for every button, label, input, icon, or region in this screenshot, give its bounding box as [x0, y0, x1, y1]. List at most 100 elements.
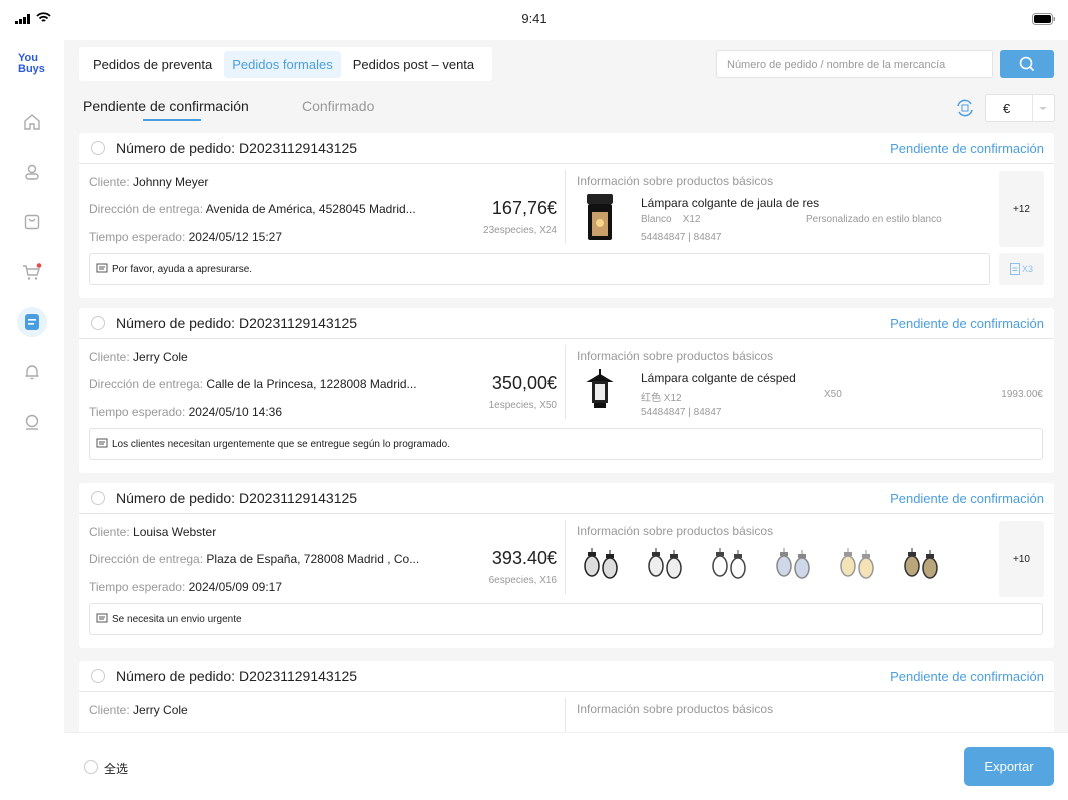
- search-input[interactable]: Número de pedido / nombre de la mercancí…: [716, 50, 993, 78]
- product-name: Lámpara colgante de jaula de res: [641, 196, 820, 210]
- status-badge: Pendiente de confirmación: [890, 140, 1044, 156]
- order-number-label: Número de pedido:: [116, 315, 236, 331]
- client-label: Cliente:: [89, 175, 134, 189]
- product-qty: X12: [682, 214, 701, 225]
- address: Plaza de España, 728008 Madrid , Co...: [206, 552, 420, 566]
- product-thumbnail: [712, 548, 746, 579]
- expected-time: 2024/05/09 09:17: [188, 580, 283, 594]
- cart-icon: [23, 263, 42, 280]
- bell-icon: [25, 365, 39, 380]
- order-count: 1especies, X50: [488, 400, 557, 411]
- tab-post-venta[interactable]: Pedidos post – venta: [352, 56, 475, 72]
- client-label: Cliente:: [89, 525, 134, 539]
- document-icon: [1009, 263, 1020, 275]
- address: Calle de la Princesa, 1228008 Madrid...: [206, 377, 417, 391]
- address-label: Dirección de entrega:: [89, 377, 207, 391]
- order-number: D20231129143125: [238, 490, 358, 506]
- address-label: Dirección de entrega:: [89, 202, 206, 216]
- nav-cart[interactable]: [17, 257, 47, 287]
- order-note: Por favor, ayuda a apresurarse.: [89, 253, 990, 285]
- product-info-label: Información sobre productos básicos: [577, 702, 774, 716]
- order-card: Número de pedido: D20231129143125 Pendien…: [79, 483, 1054, 648]
- product-qty-total: X50: [824, 389, 842, 400]
- product-thumbnail: [584, 548, 618, 579]
- sidebar: You Buys: [0, 40, 64, 800]
- order-note: Los clientes necesitan urgentemente que …: [89, 428, 1043, 460]
- order-card: Número de pedido: D20231129143125 Pendien…: [79, 133, 1054, 298]
- order-checkbox[interactable]: [91, 316, 105, 330]
- product-thumbnail: [904, 548, 938, 579]
- more-products-button[interactable]: +10: [999, 521, 1044, 597]
- order-checkbox[interactable]: [91, 491, 105, 505]
- time-label: Tiempo esperado:: [89, 405, 189, 419]
- tab-pending[interactable]: Pendiente de confirmación: [83, 98, 249, 114]
- status-badge: Pendiente de confirmación: [890, 668, 1044, 684]
- attachments-button[interactable]: X3: [999, 253, 1044, 285]
- order-number: D20231129143125: [238, 140, 358, 156]
- order-number: D20231129143125: [238, 315, 358, 331]
- more-products-button[interactable]: +12: [999, 171, 1044, 247]
- order-price: 393.40€: [491, 548, 557, 568]
- product-color: Blanco: [641, 214, 672, 225]
- order-number-label: Número de pedido:: [116, 140, 236, 156]
- status-bar: 9:41: [0, 0, 1068, 40]
- product-info-label: Información sobre productos básicos: [577, 349, 774, 363]
- nav-orders[interactable]: [17, 307, 47, 337]
- product-qty: X12: [663, 393, 682, 404]
- order-price: 350,00€: [491, 373, 557, 393]
- client-name: Johnny Meyer: [133, 175, 209, 189]
- order-note: Se necesita un envio urgente: [89, 603, 1043, 635]
- product-thumbnail: [840, 548, 874, 579]
- clock: 9:41: [521, 11, 547, 26]
- nav-home[interactable]: [17, 107, 47, 137]
- wifi-icon: [36, 12, 51, 22]
- expected-time: 2024/05/12 15:27: [188, 230, 283, 244]
- comment-icon: [96, 613, 108, 623]
- time-label: Tiempo esperado:: [89, 230, 189, 244]
- user-icon: [25, 164, 39, 180]
- comment-icon: [96, 438, 108, 448]
- client-label: Cliente:: [89, 703, 134, 717]
- nav-user[interactable]: [17, 157, 47, 187]
- nav-bag[interactable]: [17, 207, 47, 237]
- tab-confirmed[interactable]: Confirmado: [302, 98, 375, 114]
- order-number-label: Número de pedido:: [116, 490, 236, 506]
- currency-convert-icon[interactable]: [955, 98, 975, 118]
- order-checkbox[interactable]: [91, 141, 105, 155]
- select-all-checkbox[interactable]: [84, 760, 98, 774]
- order-count: 6especies, X16: [488, 575, 557, 586]
- comment-icon: [96, 263, 108, 273]
- bottom-action-bar: 全选 Exportar: [64, 732, 1068, 800]
- address: Avenida de América, 4528045 Madrid...: [205, 202, 416, 216]
- client-name: Jerry Cole: [133, 350, 188, 364]
- battery-icon: [1032, 13, 1055, 25]
- currency-select[interactable]: €: [985, 94, 1055, 122]
- nav-profile[interactable]: [17, 407, 47, 437]
- product-info-label: Información sobre productos básicos: [577, 174, 774, 188]
- nav-notifications[interactable]: [17, 357, 47, 387]
- order-checkbox[interactable]: [91, 669, 105, 683]
- bag-icon: [24, 214, 40, 230]
- client-name: Jerry Cole: [133, 703, 188, 717]
- search-button[interactable]: [1000, 50, 1054, 78]
- product-thumbnail: [648, 548, 682, 579]
- active-tab-indicator: [143, 119, 201, 121]
- product-price: 1993.00€: [1001, 389, 1043, 400]
- tab-preventa[interactable]: Pedidos de preventa: [93, 56, 213, 72]
- expected-time: 2024/05/10 14:36: [188, 405, 283, 419]
- product-image: [586, 369, 614, 408]
- select-all-label[interactable]: 全选: [104, 762, 129, 776]
- export-button[interactable]: Exportar: [964, 747, 1054, 786]
- product-info-label: Información sobre productos básicos: [577, 524, 774, 538]
- tab-formales[interactable]: Pedidos formales: [224, 50, 341, 78]
- product-thumbnails: [582, 546, 942, 582]
- search-icon: [1019, 56, 1035, 72]
- order-number-label: Número de pedido:: [116, 668, 236, 684]
- order-type-tabs: Pedidos de preventa Pedidos formales Ped…: [79, 47, 493, 81]
- chevron-down-icon: [1039, 107, 1047, 110]
- product-codes: 54484847 | 84847: [641, 407, 722, 418]
- order-price: 167,76€: [491, 198, 557, 218]
- order-card: Número de pedido: D20231129143125 Pendien…: [79, 308, 1054, 473]
- product-codes: 54484847 | 84847: [641, 232, 722, 243]
- currency-value: €: [1003, 101, 1011, 116]
